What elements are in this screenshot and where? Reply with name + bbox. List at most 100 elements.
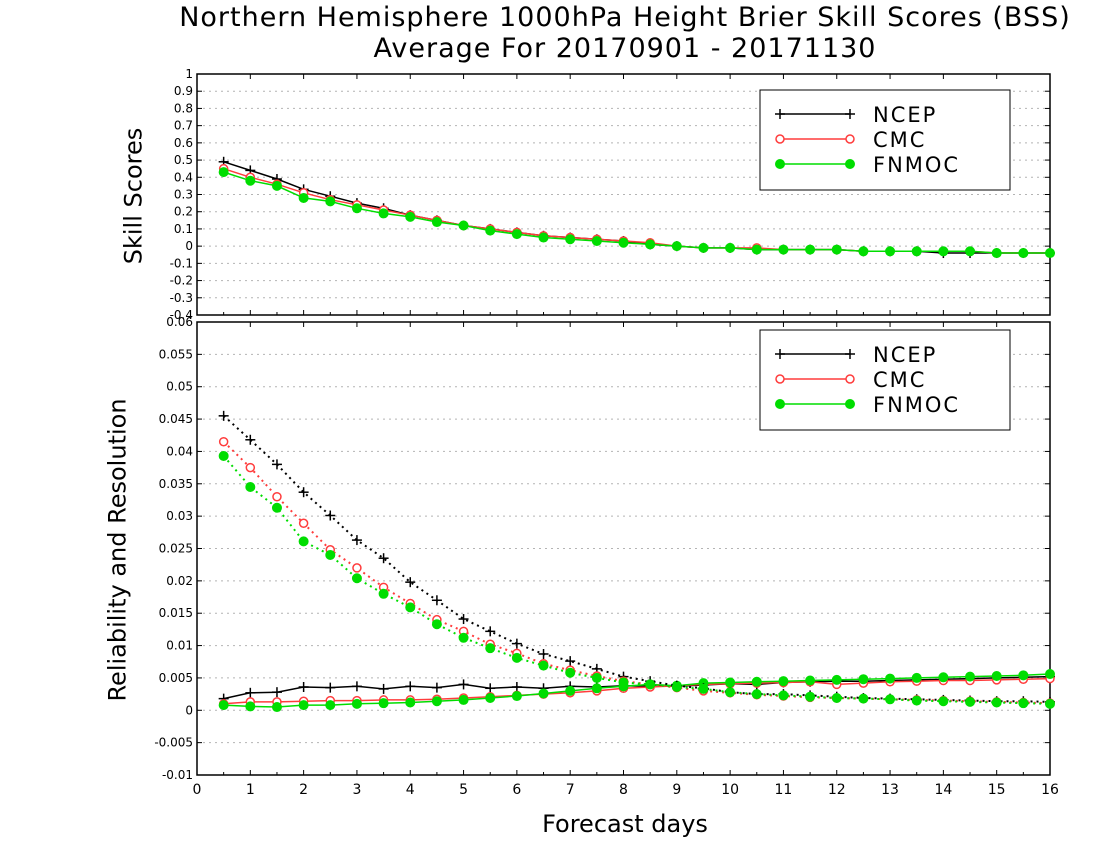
series-fnmoc-solid [218,167,1055,259]
data-point [591,683,602,694]
y-tick-label: 0.1 [174,222,193,236]
y-tick-label: -0.4 [170,308,193,322]
data-point [511,229,522,240]
y-tick-label: -0.3 [170,291,193,305]
y-tick-label: 0.2 [174,205,193,219]
legend-marker [775,159,785,169]
data-point [378,208,389,219]
y-tick-label: 0.05 [166,380,193,394]
data-point [352,563,362,573]
data-point [831,244,842,255]
data-point [538,660,549,671]
data-point [405,602,416,613]
data-point [965,671,976,682]
data-point [298,700,309,711]
data-point [911,695,922,706]
data-point [245,482,256,493]
data-point [911,246,922,257]
data-point [538,688,549,699]
data-point [778,244,789,255]
data-point [885,246,896,257]
y-tick-label: 0.6 [174,136,193,150]
data-point [325,196,336,207]
y-tick-label: 0 [185,703,193,717]
data-point [778,676,789,687]
legend-marker [845,134,855,144]
data-point [485,692,496,703]
legend-entry-ncep: NCEP [775,343,937,367]
legend-label: NCEP [873,343,937,367]
data-point [218,436,229,447]
data-point [378,588,389,599]
data-point [325,700,336,711]
data-point [245,175,256,186]
data-point [511,691,522,702]
data-point [991,248,1002,259]
data-point [378,698,389,709]
y-axis-label-skill-scores: Skill Scores [118,127,147,265]
x-tick-label: 12 [828,782,846,798]
data-point [431,217,442,228]
data-point [805,244,816,255]
data-point [565,234,576,245]
data-point [751,689,762,700]
x-tick-label: 10 [721,782,739,798]
legend-label: CMC [873,368,926,392]
legend-marker [845,159,855,169]
data-point [351,203,362,214]
data-point [858,246,869,257]
x-tick-label: 11 [775,782,793,798]
y-tick-label: 0.06 [166,315,193,329]
legend-entry-ncep: NCEP [775,103,935,127]
y-tick-label: 0.015 [159,606,193,620]
data-point [911,672,922,683]
data-point [965,246,976,257]
data-point [245,701,256,712]
legend-label: CMC [873,128,926,152]
legend-entry-fnmoc: FNMOC [775,153,958,177]
data-point [805,691,816,702]
data-point [671,681,682,692]
data-point [885,673,896,684]
data-point [1018,248,1029,259]
data-point [351,698,362,709]
data-point [618,677,629,688]
data-point [831,674,842,685]
data-point [565,667,576,678]
data-point [405,211,416,222]
x-tick-label: 7 [566,782,575,798]
y-tick-label: 0.5 [174,153,193,167]
legend-marker [775,399,785,409]
data-point [511,652,522,663]
legend-entry-fnmoc: FNMOC [775,393,958,417]
data-point [885,694,896,705]
data-point [671,241,682,252]
data-point [245,462,256,473]
y-tick-label: 0.005 [159,671,193,685]
x-tick-label: 1 [246,782,255,798]
data-point [405,697,416,708]
y-tick-label: 0.3 [174,188,193,202]
y-tick-label: 1 [185,67,193,81]
y-tick-label: 0.9 [174,84,193,98]
data-point [458,632,469,643]
data-point [538,232,549,243]
data-point [218,450,229,461]
x-tick-label: 0 [193,782,202,798]
legend-entry-cmc: CMC [775,368,926,392]
data-point [218,167,229,178]
y-tick-label: 0.055 [159,347,193,361]
legend-box [759,329,1011,431]
data-point [698,683,709,694]
data-point [698,242,709,253]
data-point [725,242,736,253]
x-tick-label: 13 [881,782,899,798]
data-point [965,696,976,707]
y-tick-label: -0.005 [154,736,193,750]
data-point [272,491,282,502]
reliability-resolution-panel: -0.01 -0.005 0 0.005 0.01 0.015 0.02 0.025 0.03 0… [154,315,1059,798]
y-tick-label: 0.025 [159,542,193,556]
plot-frame [196,73,1051,316]
data-point [725,677,736,688]
